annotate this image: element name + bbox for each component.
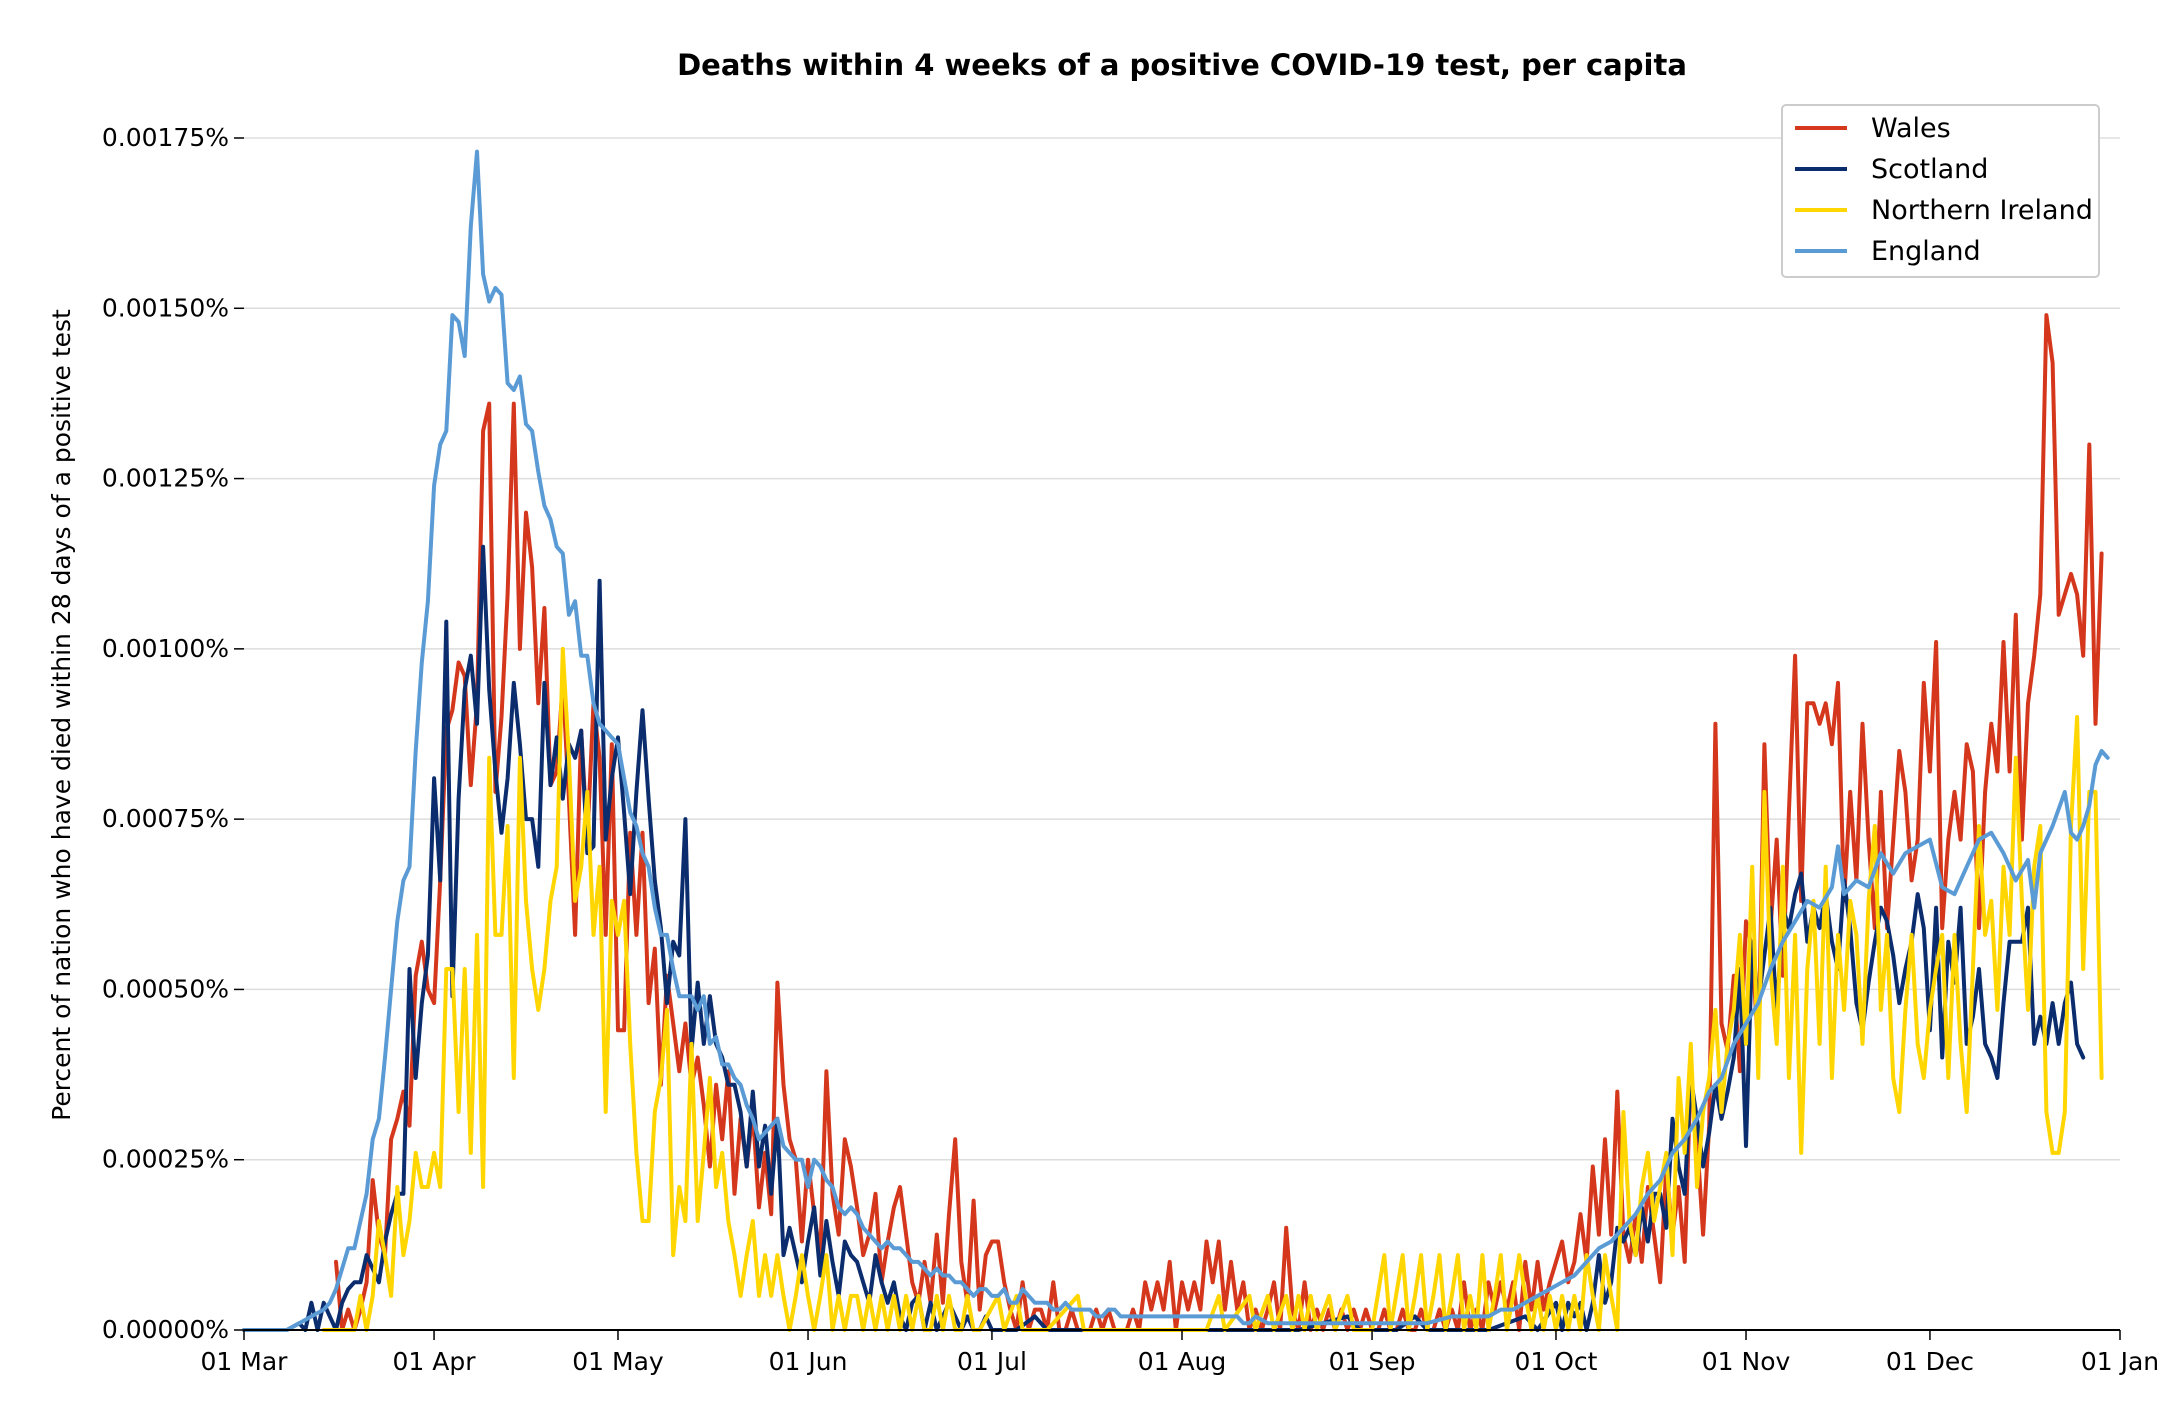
legend-box <box>1781 104 2100 278</box>
series-lines <box>242 149 2110 1332</box>
series-line-england <box>242 149 2110 1332</box>
x-tick-label: 01 May <box>572 1347 664 1376</box>
x-tick-label: 01 Jun <box>769 1347 848 1376</box>
y-tick-label: 0.00150% <box>102 293 229 322</box>
y-tick-label: 0.00075% <box>102 804 229 833</box>
x-tick-label: 01 Nov <box>1702 1347 1791 1376</box>
series-line-scotland <box>242 544 2086 1332</box>
x-tick-label: 01 Aug <box>1138 1347 1227 1376</box>
y-tick-label: 0.00125% <box>102 464 229 493</box>
x-tick-label: 01 Sep <box>1329 1347 1416 1376</box>
x-tick-label: 01 Dec <box>1886 1347 1974 1376</box>
x-tick-label: 01 Apr <box>393 1347 477 1376</box>
y-tick-label: 0.00000% <box>102 1315 229 1344</box>
legend-label: Northern Ireland <box>1871 195 2093 226</box>
grid-lines <box>244 137 2120 1161</box>
legend: Wales Scotland Northern Ireland England <box>1781 104 2100 278</box>
y-tick-label: 0.00050% <box>102 974 229 1003</box>
y-tick-label: 0.00175% <box>102 123 229 152</box>
x-tick-label: 01 Mar <box>201 1347 289 1376</box>
x-tick-label: 01 Oct <box>1514 1347 1597 1376</box>
x-tick-label: 01 Jul <box>957 1347 1027 1376</box>
chart-title: Deaths within 4 weeks of a positive COVI… <box>677 48 1687 82</box>
y-axis-label: Percent of nation who have died within 2… <box>47 309 76 1121</box>
legend-label: Scotland <box>1871 154 1988 185</box>
series-line-wales <box>334 313 2104 1332</box>
y-tick-label: 0.00025% <box>102 1145 229 1174</box>
y-tick-label: 0.00100% <box>102 634 229 663</box>
legend-label: Wales <box>1871 113 1951 144</box>
legend-label: England <box>1871 236 1981 267</box>
axes: 0.00000% 0.00025% 0.00050% 0.00075% 0.00100%… <box>102 123 2159 1376</box>
x-tick-label: 01 Jan <box>2081 1347 2159 1376</box>
